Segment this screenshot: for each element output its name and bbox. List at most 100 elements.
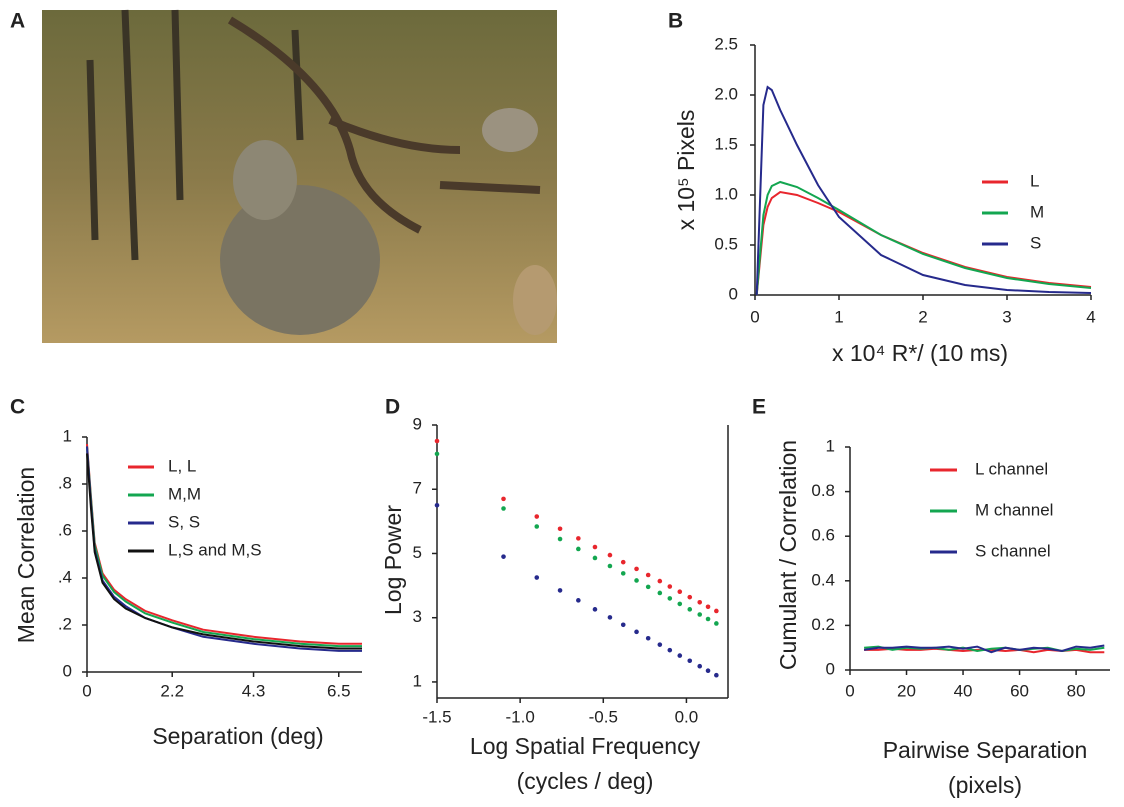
y-tick-label: 0 bbox=[63, 661, 72, 680]
point bbox=[592, 607, 598, 612]
x-tick-label: -1.5 bbox=[422, 707, 451, 726]
y-tick-label: .4 bbox=[58, 567, 72, 586]
point bbox=[667, 584, 673, 589]
x-tick-label: 2.2 bbox=[160, 681, 184, 700]
x-tick-label: 2 bbox=[918, 307, 927, 326]
y-tick-label: 1.0 bbox=[714, 184, 738, 203]
point bbox=[634, 629, 639, 635]
x-tick-label: 3 bbox=[1002, 307, 1011, 326]
panel-label: D bbox=[385, 396, 400, 419]
y-tick-label: 2.0 bbox=[714, 84, 738, 103]
y-tick-label: 1 bbox=[413, 671, 422, 690]
point bbox=[677, 653, 683, 658]
point bbox=[697, 599, 703, 605]
point bbox=[657, 590, 663, 596]
x-axis-label: x 10⁴ R*/ (10 ms) bbox=[832, 340, 1008, 366]
legend-label: M bbox=[1030, 202, 1044, 221]
point bbox=[620, 571, 626, 576]
y-axis-label: Log Power bbox=[380, 505, 406, 615]
baboon-far bbox=[482, 108, 538, 152]
point bbox=[697, 612, 703, 617]
y-tick-label: 1.5 bbox=[714, 134, 738, 153]
y-axis-label: Cumulant / Correlation bbox=[775, 440, 801, 670]
point bbox=[634, 566, 639, 572]
point bbox=[657, 642, 663, 647]
y-tick-label: 0 bbox=[826, 659, 835, 678]
tree-trunk bbox=[171, 9, 184, 201]
x-tick-label: 4.3 bbox=[242, 681, 266, 700]
point bbox=[687, 594, 693, 600]
point bbox=[677, 589, 683, 594]
y-tick-label: 9 bbox=[413, 414, 422, 433]
x-tick-label: 0 bbox=[750, 307, 759, 326]
point bbox=[576, 598, 581, 603]
point bbox=[576, 536, 581, 541]
panel-label: E bbox=[752, 396, 766, 419]
point bbox=[667, 647, 673, 653]
panel-label: C bbox=[10, 396, 25, 419]
point bbox=[677, 601, 683, 607]
x-axis-label: (pixels) bbox=[948, 772, 1022, 798]
y-tick-label: 0.6 bbox=[811, 526, 835, 545]
point bbox=[705, 604, 711, 610]
legend-label: S channel bbox=[975, 541, 1051, 560]
legend-label: L bbox=[1030, 171, 1039, 190]
point bbox=[697, 663, 703, 669]
baboon-small bbox=[513, 265, 557, 335]
point bbox=[501, 496, 506, 502]
x-tick-label: 80 bbox=[1067, 681, 1086, 700]
legend-label: S bbox=[1030, 233, 1041, 252]
y-tick-label: 7 bbox=[413, 479, 422, 498]
point bbox=[434, 451, 440, 457]
y-tick-label: .8 bbox=[58, 473, 72, 492]
point bbox=[687, 658, 693, 664]
point bbox=[607, 552, 613, 558]
baboon-head bbox=[233, 140, 297, 220]
tree-trunk bbox=[86, 59, 99, 241]
tree-trunk bbox=[121, 9, 139, 261]
point bbox=[576, 546, 581, 552]
x-tick-label: 0 bbox=[82, 681, 91, 700]
point bbox=[714, 672, 719, 678]
point bbox=[557, 588, 563, 593]
point bbox=[534, 575, 540, 580]
point bbox=[592, 544, 598, 550]
point bbox=[667, 596, 673, 601]
x-tick-label: 0 bbox=[845, 681, 854, 700]
legend-label: M channel bbox=[975, 500, 1053, 519]
point bbox=[534, 514, 540, 519]
point bbox=[501, 554, 506, 559]
y-tick-label: 1 bbox=[63, 426, 72, 445]
y-tick-label: 3 bbox=[413, 607, 422, 626]
point bbox=[620, 622, 626, 628]
point bbox=[714, 621, 719, 626]
y-tick-label: 0.5 bbox=[714, 234, 738, 253]
x-tick-label: 20 bbox=[897, 681, 916, 700]
panel-label: B bbox=[668, 10, 683, 33]
point bbox=[645, 635, 651, 641]
point bbox=[434, 438, 440, 444]
point bbox=[705, 668, 711, 673]
series-line bbox=[755, 180, 1092, 296]
point bbox=[557, 536, 563, 542]
point bbox=[434, 502, 440, 508]
point bbox=[620, 559, 626, 565]
x-axis-label: Log Spatial Frequency bbox=[470, 733, 701, 759]
y-axis-label: Mean Correlation bbox=[13, 467, 39, 643]
y-tick-label: .2 bbox=[58, 614, 72, 633]
x-tick-label: 6.5 bbox=[327, 681, 351, 700]
tree-trunk bbox=[291, 29, 304, 141]
x-tick-label: 1 bbox=[834, 307, 843, 326]
point bbox=[501, 506, 506, 511]
x-tick-label: 4 bbox=[1086, 307, 1095, 326]
y-tick-label: 5 bbox=[413, 543, 422, 562]
legend-label: L,S and M,S bbox=[168, 540, 262, 559]
x-tick-label: 0.0 bbox=[675, 707, 699, 726]
x-tick-label: -0.5 bbox=[589, 707, 618, 726]
point bbox=[687, 607, 693, 612]
point bbox=[657, 578, 663, 584]
series-line bbox=[86, 453, 362, 650]
x-tick-label: -1.0 bbox=[505, 707, 534, 726]
point bbox=[714, 608, 719, 614]
